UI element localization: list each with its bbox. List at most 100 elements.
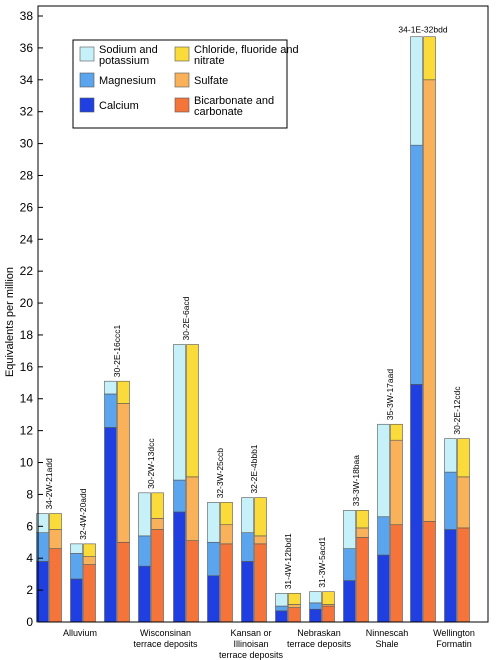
anion-bar-segment — [254, 535, 267, 545]
legend-label: Magnesium — [99, 75, 156, 87]
group-label: terrace deposits — [287, 639, 352, 649]
cation-bar-segment — [241, 532, 254, 562]
anion-bar-segment — [49, 513, 62, 530]
cation-bar-segment — [377, 423, 390, 518]
cation-bar-segment — [343, 510, 356, 549]
cation-bar-segment — [410, 384, 423, 623]
cation-bar-segment — [410, 144, 423, 385]
anion-bar-segment — [220, 543, 233, 623]
cation-bar-segment — [70, 578, 83, 623]
well-label: 32-4W-20add — [78, 488, 88, 540]
anion-bar-segment — [83, 556, 96, 565]
anion-bar-segment — [49, 548, 62, 623]
anion-bar-segment — [117, 541, 130, 623]
group-label: Alluvium — [63, 628, 97, 638]
anion-bar-segment — [83, 564, 96, 623]
anion-bar-segment — [186, 476, 199, 541]
cation-bar-segment — [207, 502, 220, 543]
legend-label: carbonate — [194, 106, 243, 118]
cation-bar-segment — [173, 344, 186, 481]
legend-swatch — [174, 97, 190, 113]
anion-bar-segment — [49, 529, 62, 549]
cation-bar-segment — [309, 591, 322, 604]
y-tick-label: 18 — [20, 328, 34, 342]
well-label: 31-3W-5acd1 — [317, 537, 327, 588]
cation-bar-segment — [275, 605, 288, 612]
legend-swatch — [79, 72, 95, 88]
well-label: 35-3W-17aad — [385, 369, 395, 421]
bars-layer — [36, 36, 470, 623]
y-tick-label: 6 — [26, 519, 33, 533]
legend-label: Calcium — [99, 100, 139, 112]
well-label: 33-3W-18baa — [351, 455, 361, 507]
cation-bar-segment — [104, 380, 117, 395]
cation-bar-segment — [241, 497, 254, 533]
cation-bar-segment — [275, 592, 288, 607]
y-tick-label: 36 — [20, 41, 34, 55]
well-label: 30-2W-13dcc — [146, 438, 156, 489]
anion-bar-segment — [390, 423, 403, 441]
anion-bar-segment — [390, 524, 403, 623]
cation-bar-segment — [207, 541, 220, 577]
cation-bar-segment — [444, 438, 457, 473]
anion-bar-segment — [117, 403, 130, 543]
anion-bar-segment — [457, 438, 470, 478]
anion-bar-segment — [220, 502, 233, 526]
legend-label: Bicarbonate and — [194, 95, 274, 107]
y-tick-label: 22 — [20, 264, 34, 278]
axes-layer — [37, 5, 489, 623]
anion-bar-segment — [457, 527, 470, 623]
y-tick-label: 12 — [20, 424, 34, 438]
cation-bar-segment — [173, 511, 186, 623]
y-tick-label: 20 — [20, 296, 34, 310]
anion-bar-segment — [186, 344, 199, 478]
well-label: 30-2E-6acd — [181, 296, 191, 340]
y-tick-label: 2 — [26, 583, 33, 597]
well-label: 32-3W-25ccb — [215, 448, 225, 499]
legend-label: potassium — [99, 55, 149, 67]
anion-bar-segment — [356, 537, 369, 623]
cation-bar-segment — [138, 535, 151, 567]
legend-swatch — [79, 46, 95, 62]
cation-bar-segment — [275, 610, 288, 623]
group-label: terrace deposits — [219, 650, 284, 660]
cation-bar-segment — [36, 513, 49, 533]
group-label: Illinoisan — [233, 639, 268, 649]
anion-bar-segment — [254, 543, 267, 623]
anion-bar-segment — [356, 510, 369, 529]
anion-bar-segment — [423, 521, 436, 623]
anion-bar-segment — [288, 592, 301, 605]
cation-bar-segment — [207, 575, 220, 623]
y-tick-label: 14 — [20, 392, 34, 406]
well-labels-layer: 34-2W-21add 32-4W-20add 30-2E-16ccc1 30-2W-… — [44, 25, 462, 590]
anion-bar-segment — [457, 476, 470, 529]
anion-bar-segment — [423, 36, 436, 81]
legend-swatch — [174, 46, 190, 62]
cation-bar-segment — [104, 427, 117, 623]
cation-bar-segment — [138, 565, 151, 623]
well-label: 34-2W-21add — [44, 458, 54, 510]
y-tick-label: 38 — [20, 9, 34, 23]
y-tick-label: 10 — [20, 456, 34, 470]
cation-bar-segment — [377, 554, 390, 623]
anion-bar-segment — [83, 543, 96, 557]
y-tick-label: 24 — [20, 232, 34, 246]
legend-label: nitrate — [194, 55, 225, 67]
cation-bar-segment — [309, 608, 322, 623]
y-tick-label: 8 — [26, 487, 33, 501]
anion-bar-segment — [423, 79, 436, 522]
group-label: Wellington — [433, 628, 475, 638]
group-label: terrace deposits — [133, 639, 198, 649]
y-tick-label: 34 — [20, 73, 34, 87]
group-label: Shale — [375, 639, 398, 649]
anion-bar-segment — [288, 607, 301, 623]
legend-label: Sulfate — [194, 75, 228, 87]
cation-bar-segment — [444, 471, 457, 530]
plot-frame — [37, 5, 489, 623]
anion-bar-segment — [117, 380, 130, 404]
anion-bar-segment — [322, 591, 335, 605]
cation-bar-segment — [377, 516, 390, 556]
group-label: Kansan or — [230, 628, 271, 638]
